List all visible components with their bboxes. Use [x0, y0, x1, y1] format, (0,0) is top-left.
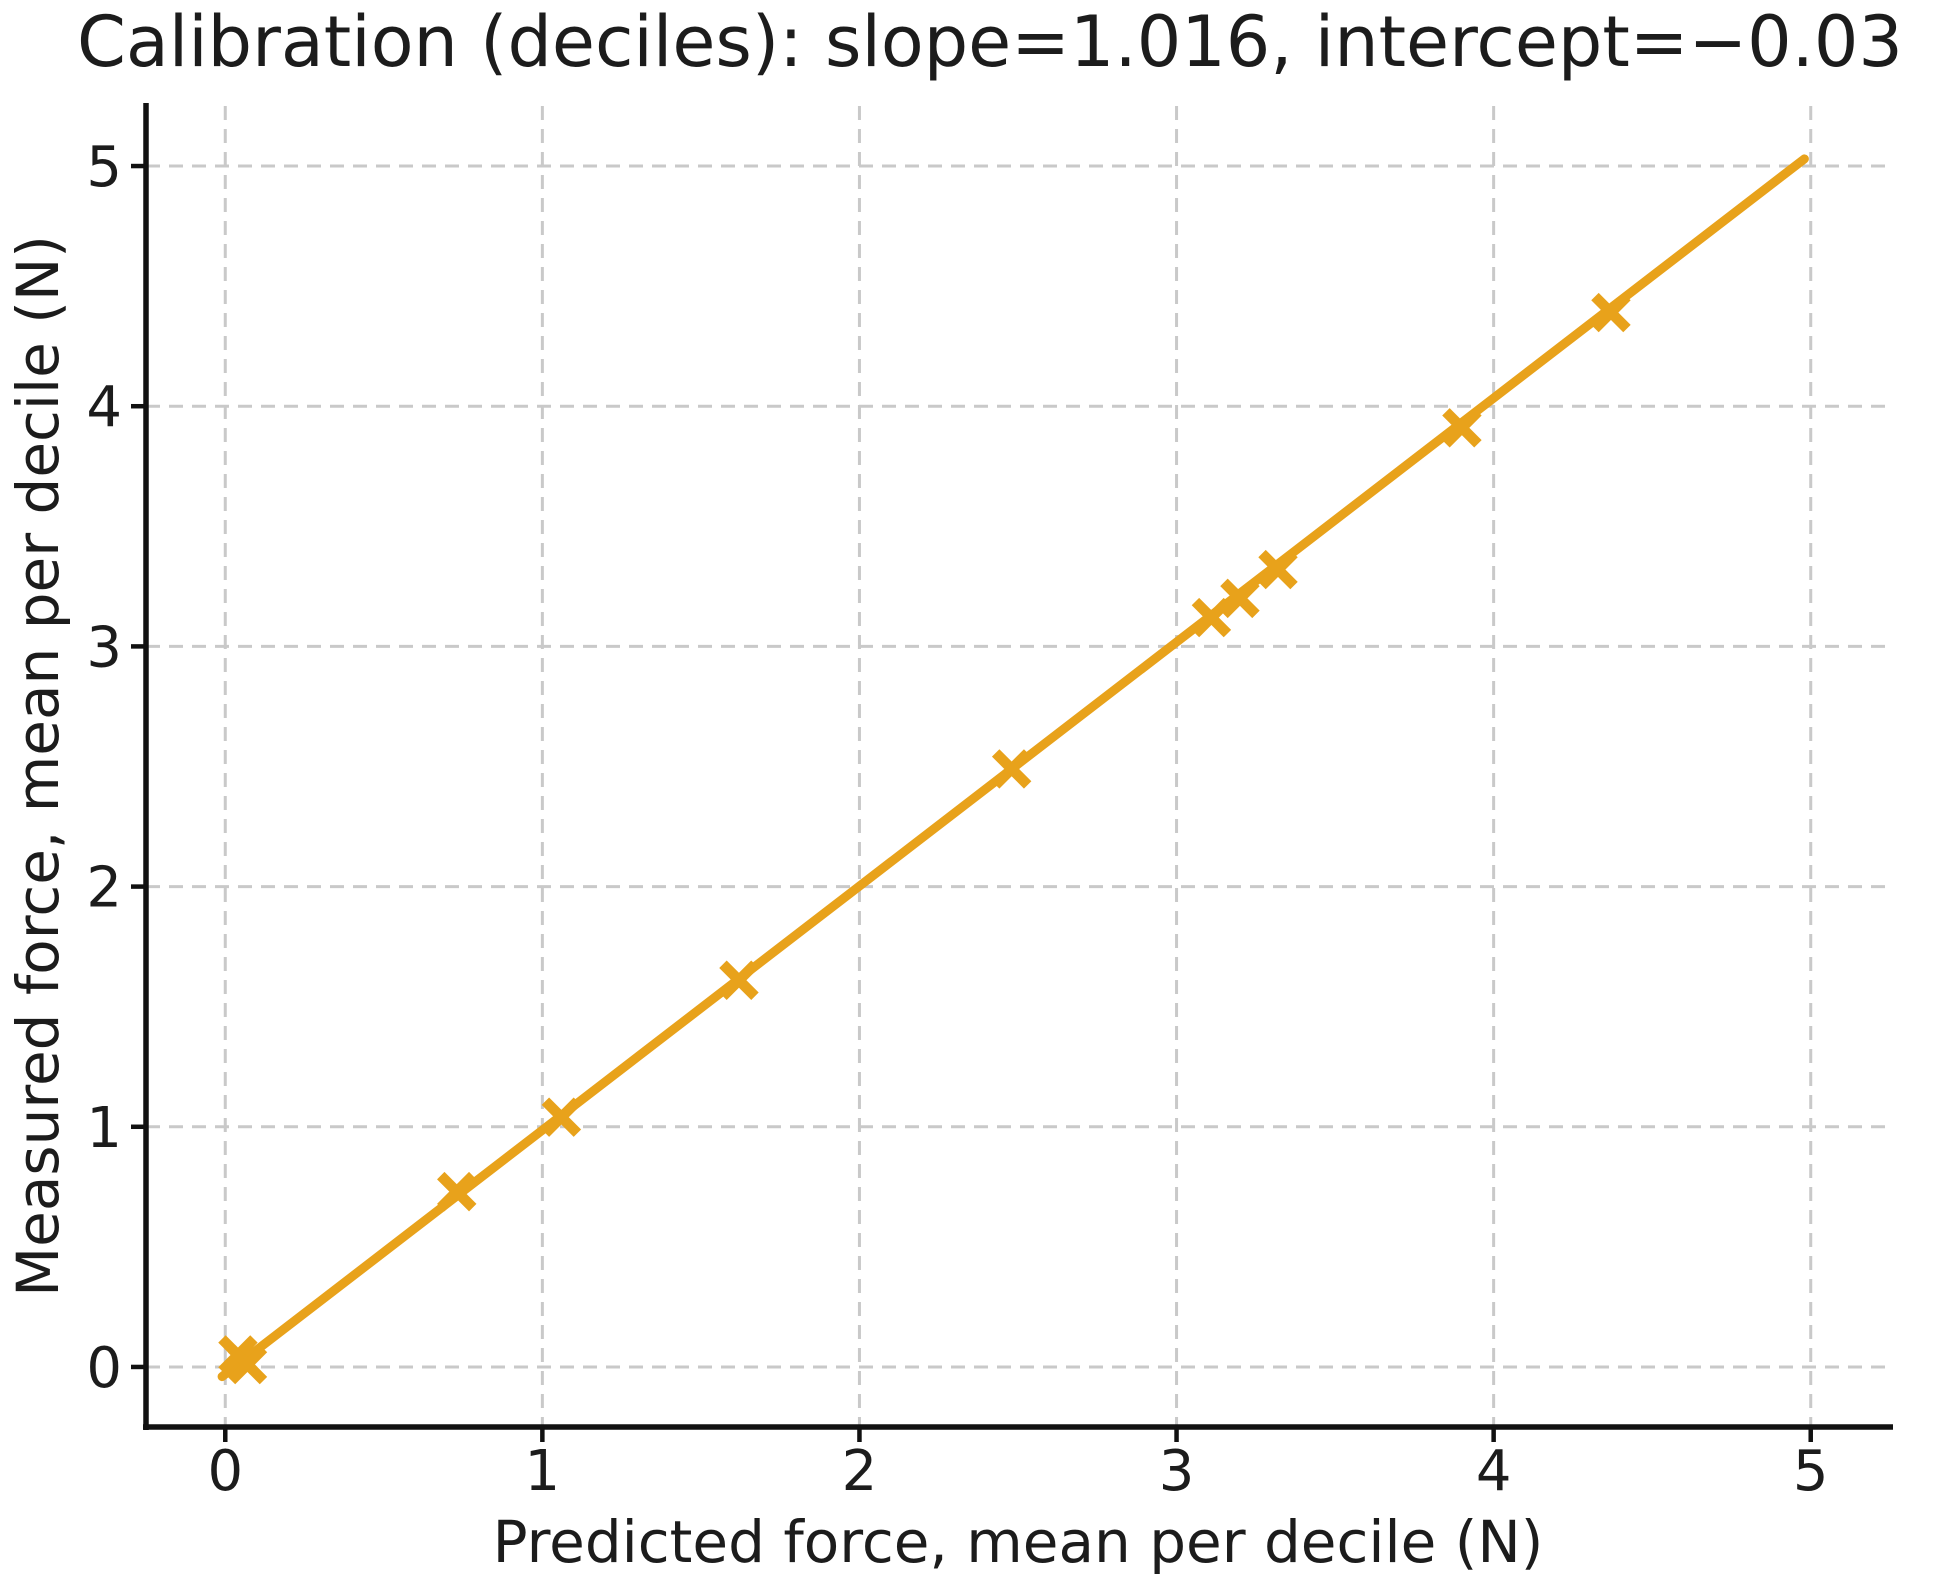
data-point-marker — [719, 960, 759, 1000]
y-tick-label: 0 — [86, 1336, 122, 1401]
data-point-marker — [1191, 597, 1232, 638]
data-point-marker — [1220, 578, 1260, 619]
y-tick-label: 2 — [86, 856, 122, 921]
x-tick-label: 0 — [207, 1439, 243, 1504]
series-layer — [217, 154, 1809, 1385]
data-point-marker — [437, 1171, 477, 1212]
x-tick-label: 5 — [1793, 1439, 1829, 1504]
x-axis-label: Predicted force, mean per decile (N) — [493, 1508, 1544, 1576]
y-tick-label: 5 — [86, 135, 122, 200]
grid-layer — [146, 106, 1890, 1427]
axes-layer — [131, 103, 1893, 1442]
data-point-marker — [541, 1097, 582, 1137]
tick-label-layer: 0 1 2 3 4 5 0 1 2 3 4 5 — [86, 135, 1828, 1504]
x-tick-label: 1 — [525, 1439, 561, 1504]
data-point-marker — [991, 749, 1032, 789]
x-tick-label: 4 — [1476, 1439, 1512, 1504]
y-tick-label: 1 — [86, 1096, 122, 1161]
y-tick-label: 3 — [86, 615, 122, 680]
data-point-marker — [1591, 292, 1631, 333]
y-tick-label: 4 — [86, 375, 122, 440]
data-point-marker — [1442, 408, 1482, 448]
data-point-marker — [227, 1344, 268, 1385]
y-axis-label: Measured force, mean per decile (N) — [4, 235, 72, 1297]
x-tick-label: 3 — [1159, 1439, 1195, 1504]
chart-title: Calibration (deciles): slope=1.016, inte… — [77, 1, 1903, 83]
x-tick-label: 2 — [842, 1439, 878, 1504]
data-point-marker — [1258, 549, 1298, 590]
